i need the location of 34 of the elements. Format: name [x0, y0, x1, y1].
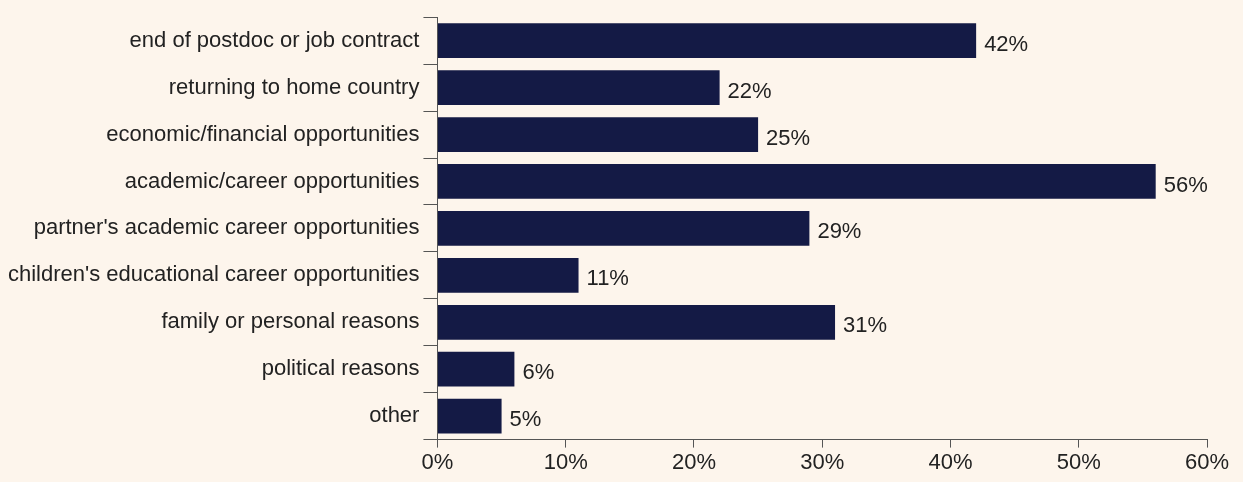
- x-tick-label: 40%: [928, 448, 973, 474]
- data-label: 5%: [509, 406, 542, 432]
- y-tick-label: economic/financial opportunities: [106, 120, 420, 146]
- bar: [437, 351, 515, 387]
- data-label: 29%: [817, 218, 862, 244]
- y-tick-label: political reasons: [261, 355, 420, 381]
- data-label: 31%: [843, 312, 888, 338]
- x-tick-label: 20%: [671, 448, 716, 474]
- bar: [437, 117, 759, 152]
- data-label: 6%: [522, 359, 555, 385]
- data-label: 11%: [586, 265, 629, 291]
- data-label: 25%: [766, 124, 811, 150]
- bar: [437, 398, 502, 434]
- x-tick-label: 50%: [1056, 448, 1101, 474]
- data-label: 42%: [984, 30, 1029, 56]
- bar: [437, 164, 1156, 199]
- data-label: 56%: [1163, 171, 1208, 197]
- x-tick-label: 0%: [421, 448, 454, 474]
- bar: [437, 304, 836, 340]
- bar: [437, 70, 720, 105]
- y-tick-label: academic/career opportunities: [124, 167, 420, 193]
- x-tick-label: 30%: [800, 448, 845, 474]
- bar: [437, 23, 977, 59]
- y-tick-label: family or personal reasons: [161, 308, 420, 334]
- data-label: 22%: [727, 77, 772, 103]
- bar: [437, 211, 810, 246]
- y-tick-label: end of postdoc or job contract: [129, 26, 420, 52]
- y-tick-label: returning to home country: [168, 73, 420, 99]
- y-tick-label: children's educational career opportunities: [7, 261, 420, 287]
- bar: [437, 257, 579, 293]
- x-tick-label: 10%: [543, 448, 588, 474]
- x-tick-label: 60%: [1184, 448, 1230, 474]
- y-tick-label: partner's academic career opportunities: [33, 214, 420, 240]
- y-tick-label: other: [369, 402, 420, 428]
